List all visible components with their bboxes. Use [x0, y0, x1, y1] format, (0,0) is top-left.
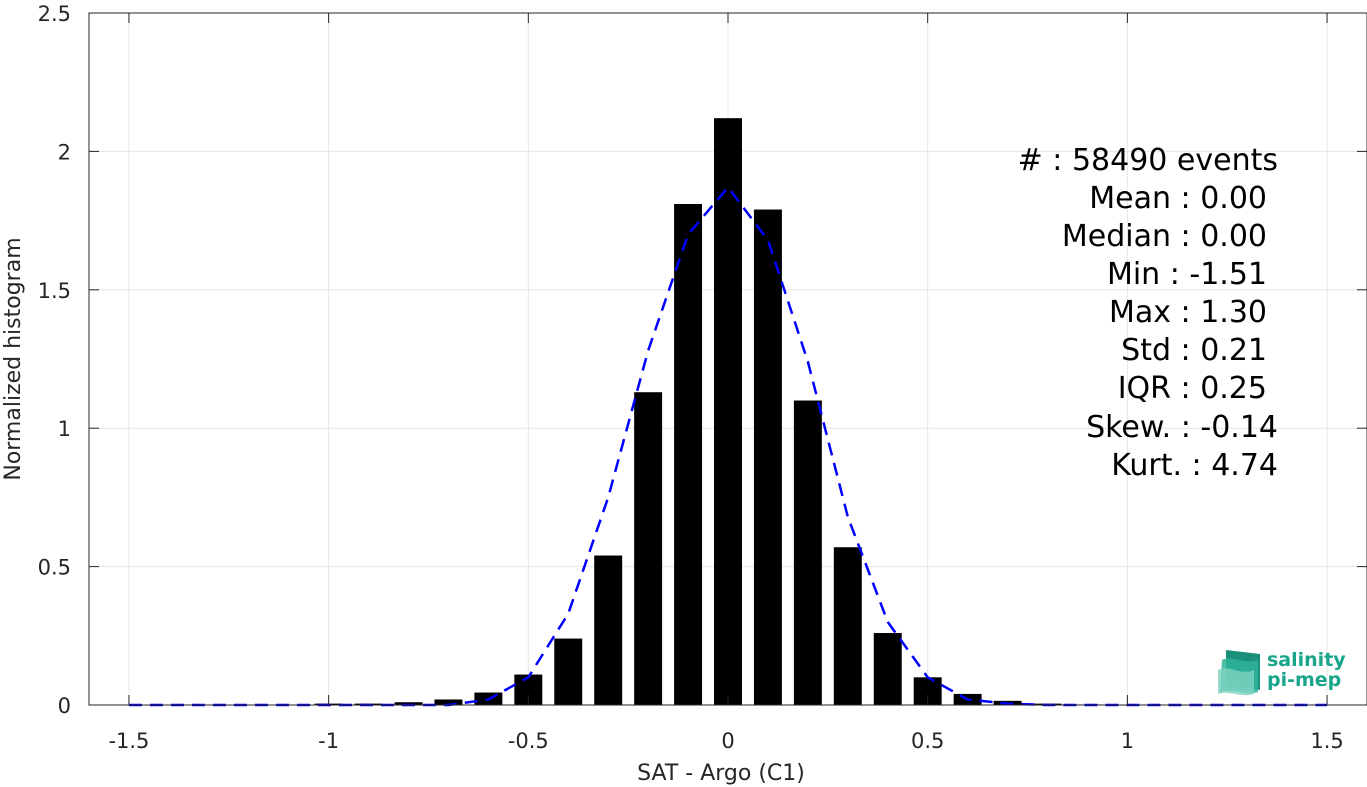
y-tick-label: 2.5 — [38, 2, 71, 26]
x-tick-label: 1.5 — [1310, 729, 1343, 753]
histogram-bar — [793, 400, 822, 705]
stat-std: Std : 0.21 — [1121, 333, 1267, 368]
stat-max: Max : 1.30 — [1109, 295, 1267, 330]
logo-text-pimep: pi-mep — [1267, 669, 1341, 691]
histogram-bar — [434, 699, 463, 705]
y-tick-label: 0.5 — [38, 556, 71, 580]
y-tick-label: 0 — [58, 694, 71, 718]
tick-marks — [89, 12, 1367, 706]
y-axis-label: Normalized histogram — [1, 237, 26, 480]
histogram-bar — [753, 209, 782, 705]
x-tick-label: -1 — [318, 729, 339, 753]
y-tick-labels: 0 0.5 1 1.5 2 2.5 — [38, 2, 71, 718]
stat-iqr: IQR : 0.25 — [1118, 371, 1267, 406]
histogram-bar — [634, 392, 663, 705]
stat-median: Median : 0.00 — [1062, 219, 1267, 254]
x-tick-label: 1 — [1121, 729, 1134, 753]
histogram-bars — [314, 118, 1142, 706]
salinity-pimep-logo: salinity pi-mep — [1218, 649, 1346, 696]
histogram-bar — [833, 547, 862, 705]
histogram-bar — [714, 118, 742, 705]
histogram-bar — [873, 633, 902, 705]
statistics-annotation: # : 58490 events Mean : 0.00 Median : 0.… — [1018, 143, 1278, 483]
stat-mean: Mean : 0.00 — [1089, 181, 1267, 216]
y-tick-label: 1.5 — [38, 279, 71, 303]
x-tick-labels: -1.5 -1 -0.5 0 0.5 1 1.5 — [108, 729, 1343, 753]
wave-logo-icon — [1218, 650, 1260, 696]
x-tick-label: 0.5 — [911, 729, 944, 753]
x-tick-label: -0.5 — [508, 729, 549, 753]
y-tick-label: 1 — [58, 417, 71, 441]
histogram-bar — [394, 702, 423, 705]
stat-min: Min : -1.51 — [1107, 257, 1267, 292]
x-axis-label: SAT - Argo (C1) — [637, 761, 805, 786]
histogram-bar — [594, 555, 623, 705]
stat-kurt: Kurt. : 4.74 — [1111, 448, 1278, 483]
logo-text-salinity: salinity — [1267, 649, 1346, 671]
histogram-bar — [674, 203, 703, 705]
y-tick-label: 2 — [58, 140, 71, 164]
x-tick-label: -1.5 — [108, 729, 149, 753]
x-tick-label: 0 — [721, 729, 734, 753]
stat-skew: Skew. : -0.14 — [1086, 410, 1278, 445]
histogram-bar — [554, 638, 583, 705]
stat-events: # : 58490 events — [1018, 143, 1278, 178]
